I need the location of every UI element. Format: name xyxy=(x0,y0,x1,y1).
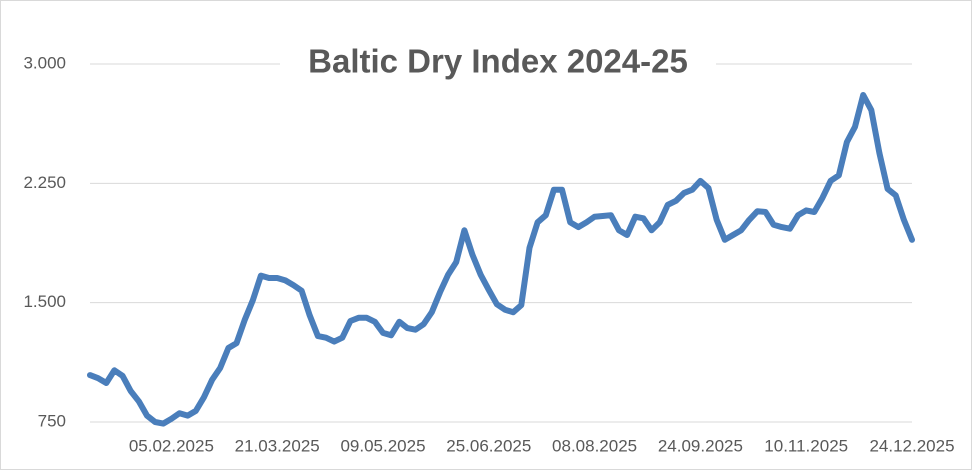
y-tick-label: 1.500 xyxy=(23,292,66,311)
y-tick-label: 2.250 xyxy=(23,173,66,192)
y-tick-label: 750 xyxy=(38,411,66,430)
y-tick-label: 3.000 xyxy=(23,53,66,72)
x-tick-label: 25.06.2025 xyxy=(446,436,531,455)
x-tick-label: 09.05.2025 xyxy=(340,436,425,455)
data-line xyxy=(87,92,915,427)
x-tick-label: 24.12.2025 xyxy=(869,436,954,455)
x-tick-label: 08.08.2025 xyxy=(552,436,637,455)
x-tick-label: 21.03.2025 xyxy=(235,436,320,455)
chart-title: Baltic Dry Index 2024-25 xyxy=(308,43,688,80)
x-tick-label: 10.11.2025 xyxy=(764,436,848,455)
title-background xyxy=(280,44,716,84)
x-tick-label: 05.02.2025 xyxy=(129,436,214,455)
x-tick-label: 24.09.2025 xyxy=(658,436,743,455)
